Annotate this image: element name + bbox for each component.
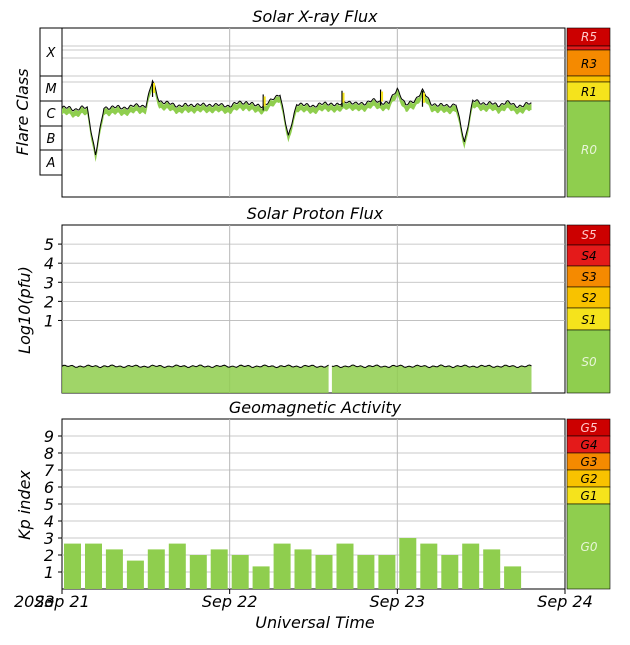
proton-ytick-label: 3 [44, 273, 54, 292]
kp-ytick-label: 7 [44, 461, 55, 480]
g5-label: G5 [581, 421, 598, 435]
kp-bars [64, 538, 522, 589]
kp-bar [147, 549, 165, 589]
g4-label: G4 [581, 438, 598, 452]
xray-ylabel: Flare Class [13, 68, 32, 155]
s0-band [566, 329, 611, 394]
s-scale: S5 S4 S3 S2 S1 S0 [566, 224, 611, 394]
x-axis-title: Universal Time [255, 613, 375, 632]
proton-ylabel: Log10(pfu) [15, 266, 34, 354]
kp-bar [231, 555, 249, 589]
s4-label: S4 [581, 249, 596, 263]
kp-bar [85, 543, 102, 589]
g3-label: G3 [581, 455, 598, 469]
kp-bar [64, 543, 81, 589]
r1-label: R1 [581, 85, 597, 99]
xray-title: Solar X-ray Flux [252, 7, 378, 26]
kp-bar [462, 543, 480, 589]
proton-ytick-label: 2 [44, 292, 54, 311]
x-axis-year: 2023 [14, 592, 55, 611]
kp-ytick-label: 6 [44, 478, 54, 497]
x-tick-label: Sep 23 [370, 592, 426, 611]
proton-title: Solar Proton Flux [247, 204, 384, 223]
x-axis: 2023 Universal Time Sep 21 Sep 22 Sep 23 Se… [14, 589, 593, 632]
x-tick-label: Sep 21 [34, 592, 90, 611]
kp-ytick-label: 9 [44, 427, 54, 446]
xray-grid [62, 28, 565, 197]
xray-panel: Solar X-ray Flux X M C B A Flare Class [13, 7, 611, 198]
proton-flux-area [331, 364, 532, 393]
g0-band [566, 503, 611, 590]
kp-ytick-label: 1 [44, 563, 54, 582]
s1-label: S1 [581, 313, 596, 327]
s0-label: S0 [581, 355, 597, 369]
proton-flux-line [331, 364, 532, 369]
g1-label: G1 [581, 489, 598, 503]
x-tick-label: Sep 24 [537, 592, 593, 611]
class-label-a: A [46, 156, 56, 171]
r-scale: R5 R3 R1 R0 [566, 27, 611, 198]
x-tick-label: Sep 22 [202, 592, 258, 611]
kp-ytick-label: 2 [44, 546, 54, 565]
r3-label: R3 [581, 57, 597, 71]
g-scale: G5 G4 G3 G2 G1 G0 [566, 418, 611, 590]
s5-label: S5 [581, 228, 596, 242]
r0-label: R0 [581, 143, 597, 157]
proton-ytick-label: 1 [44, 311, 54, 330]
kp-bar [399, 538, 417, 589]
r5-label: R5 [581, 30, 597, 44]
kp-grid [62, 419, 565, 589]
xray-short-channel [61, 79, 532, 156]
kp-bar [273, 543, 291, 589]
kp-ytick-label: 4 [44, 512, 54, 531]
kp-bar [168, 543, 186, 589]
proton-ytick-label: 4 [44, 254, 54, 273]
kp-bar [483, 549, 501, 589]
r4-band [566, 45, 611, 51]
s2-label: S2 [581, 291, 596, 305]
proton-grid [62, 225, 565, 393]
kp-bar [210, 549, 228, 589]
class-label-c: C [46, 107, 56, 122]
class-label-m: M [45, 82, 56, 97]
proton-flux-area [62, 365, 329, 393]
s3-label: S3 [581, 270, 596, 284]
r3-band [566, 49, 611, 77]
kp-title: Geomagnetic Activity [229, 398, 402, 417]
proton-ytick-label: 5 [44, 235, 54, 254]
class-label-b: B [47, 132, 56, 147]
kp-ytick-label: 3 [44, 529, 54, 548]
kp-bar [294, 549, 312, 589]
xray-series [61, 79, 532, 162]
kp-bar [315, 555, 333, 589]
kp-ytick-label: 5 [44, 495, 54, 514]
kp-bar [252, 566, 270, 589]
g0-label: G0 [581, 540, 598, 554]
kp-bar [441, 555, 459, 589]
kp-bar [189, 555, 207, 589]
kp-bar [126, 560, 144, 589]
kp-bar [378, 555, 396, 589]
xray-plot-frame [61, 27, 566, 198]
kp-bar [336, 543, 354, 589]
kp-ytick-label: 8 [44, 444, 54, 463]
r0-band [566, 100, 611, 198]
g2-label: G2 [581, 472, 598, 486]
r2-band [566, 75, 611, 83]
proton-series [61, 364, 532, 393]
kp-bar [105, 549, 123, 589]
proton-flux-line [61, 364, 329, 369]
kp-bar [504, 566, 522, 589]
kp-ylabel: Kp index [15, 470, 34, 540]
kp-bar [357, 555, 375, 589]
kp-bar [420, 543, 438, 589]
class-label-x: X [46, 46, 57, 61]
